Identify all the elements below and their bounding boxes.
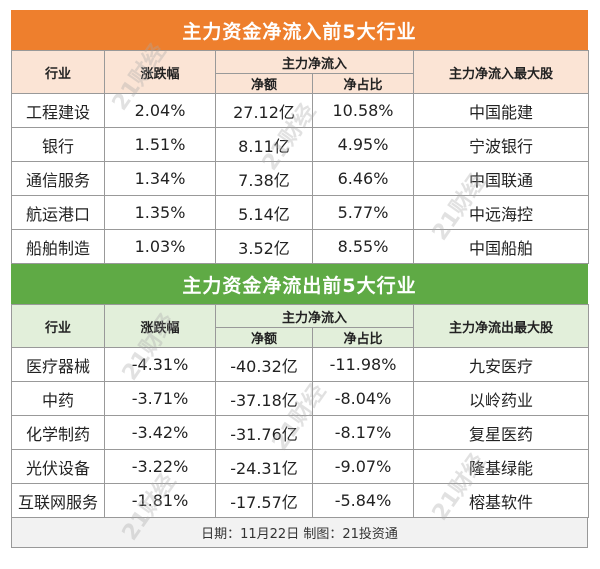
- ratio-cell: 10.58%: [311, 93, 415, 128]
- amount-cell: 7.38亿: [215, 161, 313, 196]
- industry-cell: 互联网服务: [11, 483, 105, 518]
- amount-cell: -31.76亿: [215, 415, 313, 450]
- change-cell: 1.03%: [104, 229, 216, 264]
- industry-cell: 工程建设: [11, 93, 105, 128]
- table-row: 银行 1.51% 8.11亿 4.95% 宁波银行: [11, 127, 590, 162]
- outflow-title: 主力资金净流出前5大行业: [11, 264, 588, 304]
- amount-cell: -17.57亿: [215, 483, 313, 518]
- table-row: 中药 -3.71% -37.18亿 -8.04% 以岭药业: [11, 381, 590, 416]
- amount-cell: 27.12亿: [215, 93, 313, 128]
- industry-cell: 船舶制造: [11, 229, 105, 264]
- col-header-net-amount: 净额: [215, 327, 313, 348]
- table-row: 互联网服务 -1.81% -17.57亿 -5.84% 榕基软件: [11, 483, 590, 518]
- change-cell: -3.22%: [104, 449, 216, 484]
- col-header-industry: 行业: [11, 304, 105, 348]
- ratio-cell: 5.77%: [311, 195, 415, 230]
- industry-cell: 光伏设备: [11, 449, 105, 484]
- change-cell: -4.31%: [104, 347, 216, 382]
- change-cell: -3.71%: [104, 381, 216, 416]
- ratio-cell: 6.46%: [311, 161, 415, 196]
- table-row: 光伏设备 -3.22% -24.31亿 -9.07% 隆基绿能: [11, 449, 590, 484]
- fund-flow-infographic: 主力资金净流入前5大行业 行业 涨跌幅 主力净流入 主力净流入最大股 净额 净占…: [11, 10, 590, 559]
- change-cell: -1.81%: [104, 483, 216, 518]
- col-header-net-ratio: 净占比: [311, 327, 415, 348]
- ratio-cell: -5.84%: [311, 483, 415, 518]
- stock-cell: 中远海控: [413, 195, 590, 230]
- ratio-cell: -9.07%: [311, 449, 415, 484]
- change-cell: 2.04%: [104, 93, 216, 128]
- stock-cell: 中国联通: [413, 161, 590, 196]
- stock-cell: 九安医疗: [413, 347, 590, 382]
- industry-cell: 银行: [11, 127, 105, 162]
- change-cell: 1.51%: [104, 127, 216, 162]
- col-header-net-group: 主力净流入: [214, 50, 415, 74]
- industry-cell: 航运港口: [11, 195, 105, 230]
- industry-cell: 中药: [11, 381, 105, 416]
- ratio-cell: 4.95%: [311, 127, 415, 162]
- industry-cell: 通信服务: [11, 161, 105, 196]
- ratio-cell: -8.17%: [311, 415, 415, 450]
- amount-cell: 8.11亿: [215, 127, 313, 162]
- col-header-change: 涨跌幅: [104, 304, 216, 348]
- change-cell: 1.34%: [104, 161, 216, 196]
- industry-cell: 化学制药: [11, 415, 105, 450]
- col-header-change: 涨跌幅: [104, 50, 216, 94]
- inflow-table: 行业 涨跌幅 主力净流入 主力净流入最大股 净额 净占比 工程建设 2.04% …: [11, 50, 590, 264]
- stock-cell: 以岭药业: [413, 381, 590, 416]
- col-header-top-stock: 主力净流出最大股: [413, 304, 590, 348]
- ratio-cell: -11.98%: [311, 347, 415, 382]
- stock-cell: 榕基软件: [413, 483, 590, 518]
- col-header-industry: 行业: [11, 50, 105, 94]
- col-header-net-ratio: 净占比: [311, 73, 415, 94]
- col-header-top-stock: 主力净流入最大股: [413, 50, 590, 94]
- stock-cell: 中国能建: [413, 93, 590, 128]
- industry-cell: 医疗器械: [11, 347, 105, 382]
- amount-cell: -37.18亿: [215, 381, 313, 416]
- col-header-net-amount: 净额: [215, 73, 313, 94]
- footer-credit: 日期：11月22日 制图：21投资通: [11, 518, 588, 548]
- table-row: 医疗器械 -4.31% -40.32亿 -11.98% 九安医疗: [11, 347, 590, 382]
- table-row: 航运港口 1.35% 5.14亿 5.77% 中远海控: [11, 195, 590, 230]
- stock-cell: 宁波银行: [413, 127, 590, 162]
- table-row: 工程建设 2.04% 27.12亿 10.58% 中国能建: [11, 93, 590, 128]
- amount-cell: 5.14亿: [215, 195, 313, 230]
- outflow-table: 行业 涨跌幅 主力净流入 主力净流出最大股 净额 净占比 医疗器械 -4.31%…: [11, 304, 590, 518]
- amount-cell: -40.32亿: [215, 347, 313, 382]
- ratio-cell: 8.55%: [311, 229, 415, 264]
- table-row: 通信服务 1.34% 7.38亿 6.46% 中国联通: [11, 161, 590, 196]
- change-cell: -3.42%: [104, 415, 216, 450]
- stock-cell: 复星医药: [413, 415, 590, 450]
- table-row: 船舶制造 1.03% 3.52亿 8.55% 中国船舶: [11, 229, 590, 264]
- change-cell: 1.35%: [104, 195, 216, 230]
- stock-cell: 隆基绿能: [413, 449, 590, 484]
- ratio-cell: -8.04%: [311, 381, 415, 416]
- col-header-net-group: 主力净流入: [214, 304, 415, 328]
- table-row: 化学制药 -3.42% -31.76亿 -8.17% 复星医药: [11, 415, 590, 450]
- inflow-title: 主力资金净流入前5大行业: [11, 10, 588, 50]
- amount-cell: -24.31亿: [215, 449, 313, 484]
- stock-cell: 中国船舶: [413, 229, 590, 264]
- amount-cell: 3.52亿: [215, 229, 313, 264]
